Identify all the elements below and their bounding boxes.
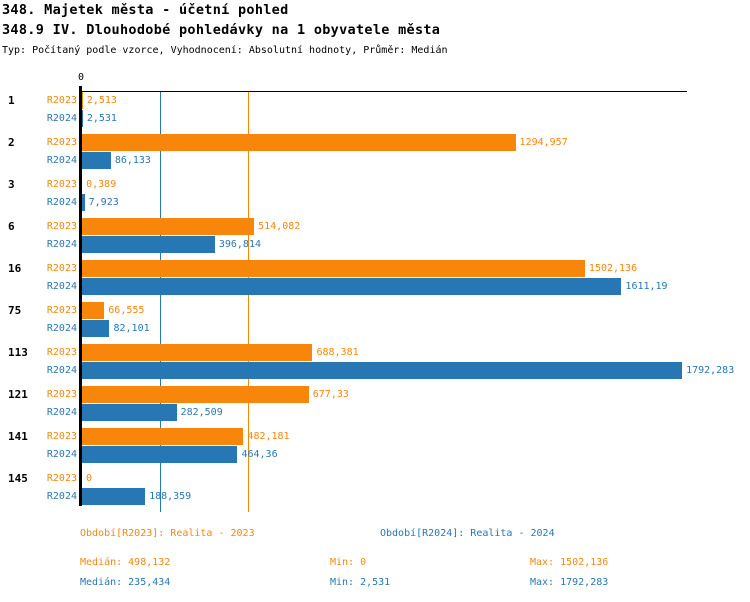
bar-r2024 [82,110,83,127]
x-axis-zero-label: 0 [77,72,85,83]
series-label-r2024: R2024 [46,323,77,334]
category-label: 1 [8,94,15,107]
x-axis-line [79,91,687,92]
series-label-r2023: R2023 [46,95,77,106]
bar-r2023 [82,260,585,277]
bar-value-label-r2023: 688,381 [316,347,359,358]
category-label: 141 [8,430,28,443]
report-title-line1: 348. Majetek města - účetní pohled [2,2,289,18]
series-label-r2023: R2023 [46,179,77,190]
series-label-r2024: R2024 [46,197,77,208]
bar-r2023 [82,428,244,445]
category-label: 121 [8,388,28,401]
category-label: 16 [8,262,22,275]
bar-value-label-r2023: 1502,136 [588,263,638,274]
category-label: 6 [8,220,15,233]
legend-period-r2023: Období[R2023]: Realita - 2023 [80,528,255,539]
bar-value-label-r2023: 2,513 [86,95,117,106]
bar-r2024 [82,278,622,295]
series-label-r2024: R2024 [46,281,77,292]
series-label-r2023: R2023 [46,473,77,484]
bar-r2024 [82,236,215,253]
category-label: 75 [8,304,22,317]
bar-value-label-r2024: 282,509 [180,407,223,418]
series-label-r2024: R2024 [46,365,77,376]
bar-r2024 [82,488,146,505]
bar-r2024 [82,446,238,463]
median-line-r2024 [160,92,161,512]
bar-value-label-r2023: 0,389 [86,179,117,190]
bar-value-label-r2024: 1611,19 [625,281,668,292]
series-label-r2023: R2023 [46,137,77,148]
bar-r2023 [82,134,516,151]
series-label-r2024: R2024 [46,155,77,166]
legend-max-r2024: Max: 1792,283 [530,577,609,588]
bar-r2023 [82,218,255,235]
series-label-r2024: R2024 [46,491,77,502]
legend-min-r2023: Min: 0 [330,557,367,568]
bar-value-label-r2023: 677,33 [312,389,349,400]
series-label-r2023: R2023 [46,221,77,232]
bar-value-label-r2023: 1294,957 [519,137,568,148]
series-label-r2023: R2023 [46,431,77,442]
bar-value-label-r2024: 86,133 [114,155,151,166]
bar-value-label-r2024: 188,359 [149,491,192,502]
bar-r2024 [82,362,683,379]
bar-value-label-r2024: 1792,283 [686,365,735,376]
bar-value-label-r2024: 396,814 [218,239,261,250]
report-title-line2: 348.9 IV. Dlouhodobé pohledávky na 1 oby… [2,22,441,38]
bar-value-label-r2024: 7,923 [88,197,119,208]
bar-r2023 [82,302,105,319]
series-label-r2023: R2023 [46,263,77,274]
bar-r2023 [82,92,83,109]
series-label-r2024: R2024 [46,113,77,124]
bar-value-label-r2023: 66,555 [108,305,145,316]
category-label: 145 [8,472,28,485]
bar-r2023 [82,386,309,403]
bar-r2023 [82,344,313,361]
legend-median-r2024: Medián: 235,434 [80,577,171,588]
series-label-r2023: R2023 [46,389,77,400]
bar-value-label-r2023: 0 [86,473,93,484]
bar-value-label-r2023: 482,181 [247,431,290,442]
legend-min-r2024: Min: 2,531 [330,577,391,588]
legend-max-r2023: Max: 1502,136 [530,557,609,568]
bar-r2024 [82,404,177,421]
series-label-r2024: R2024 [46,239,77,250]
bar-r2024 [82,194,85,211]
bar-value-label-r2024: 2,531 [86,113,117,124]
report-subtitle: Typ: Počítaný podle vzorce, Vyhodnocení:… [2,45,448,56]
category-label: 113 [8,346,28,359]
bar-r2024 [82,320,110,337]
bar-value-label-r2024: 464,36 [241,449,278,460]
bar-value-label-r2024: 82,101 [113,323,150,334]
category-label: 2 [8,136,15,149]
category-label: 3 [8,178,15,191]
legend-period-r2024: Období[R2024]: Realita - 2024 [380,528,555,539]
series-label-r2024: R2024 [46,449,77,460]
series-label-r2023: R2023 [46,347,77,358]
series-label-r2024: R2024 [46,407,77,418]
median-line-r2023 [248,92,249,512]
bar-r2024 [82,152,111,169]
series-label-r2023: R2023 [46,305,77,316]
legend-median-r2023: Medián: 498,132 [80,557,171,568]
bar-value-label-r2023: 514,082 [258,221,301,232]
y-axis-line [79,86,82,506]
